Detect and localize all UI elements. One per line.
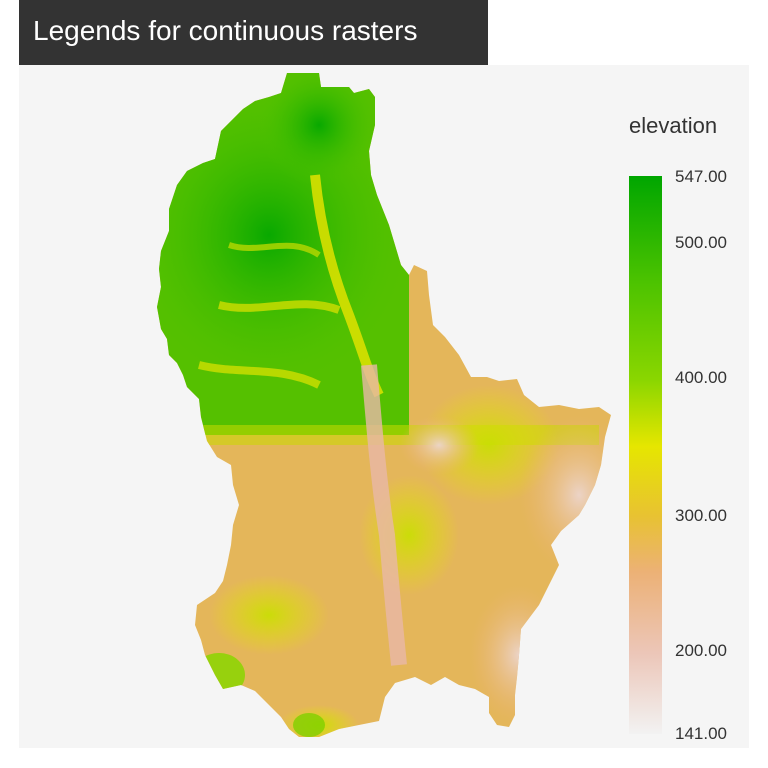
south-high-patch	[293, 713, 325, 737]
south-ridge	[209, 575, 329, 655]
map-panel: elevation 547.00 500.00 400.00 300.00 20…	[19, 65, 749, 748]
central-valley	[361, 364, 407, 666]
moselle-lowland-south	[469, 585, 569, 725]
southwest-high-patch	[193, 653, 245, 697]
legend-label-400: 400.00	[675, 368, 727, 387]
valley-line-2	[218, 300, 341, 314]
sauer-lowland	[399, 415, 479, 475]
legend-label-547: 547.00	[675, 167, 727, 186]
map-title: Legends for continuous rasters	[19, 0, 488, 65]
legend-title: elevation	[629, 113, 718, 138]
legend-label-500: 500.00	[675, 233, 727, 252]
legend-label-141: 141.00	[675, 724, 727, 743]
legend-color-bar	[629, 176, 662, 734]
north-peak	[259, 73, 379, 185]
raster-map	[157, 73, 662, 737]
valley-line-3	[198, 361, 321, 389]
valley-line-4	[228, 242, 321, 258]
moselle-lowland-north	[519, 415, 611, 575]
legend-label-300: 300.00	[675, 506, 727, 525]
legend-label-200: 200.00	[675, 641, 727, 660]
